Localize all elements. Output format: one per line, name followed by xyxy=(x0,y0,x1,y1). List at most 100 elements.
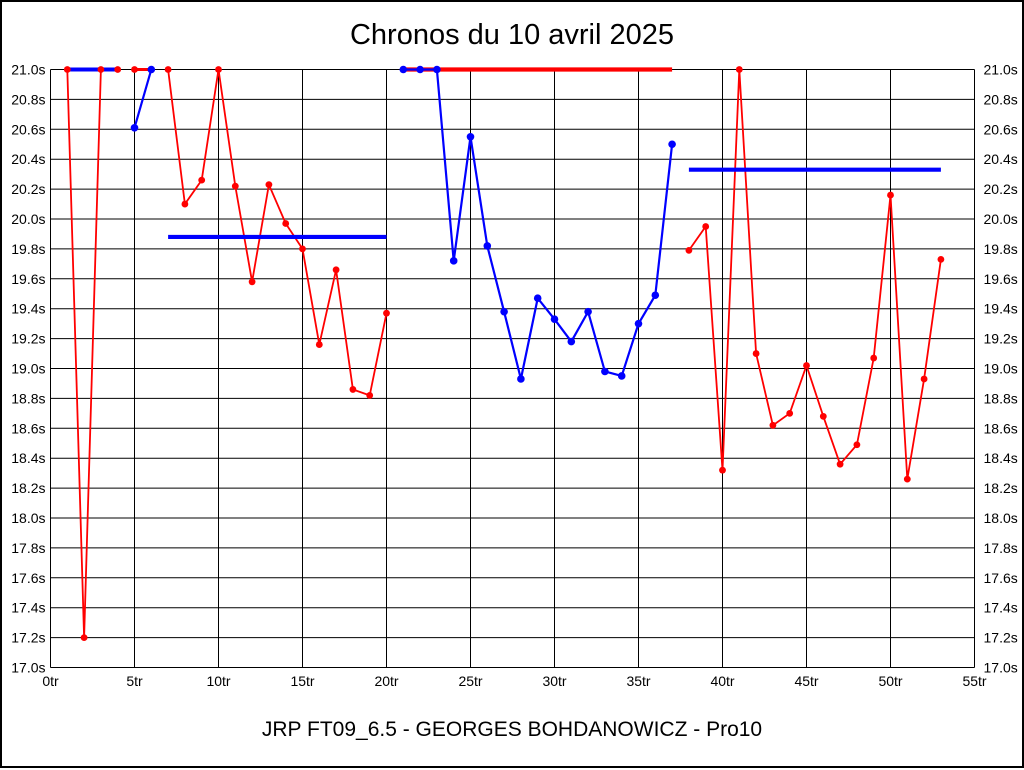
tick-label: 10tr xyxy=(206,673,230,689)
blue-laps-marker xyxy=(449,257,458,265)
tick-label: 20.8s xyxy=(984,91,1018,107)
red-laps-marker xyxy=(803,362,810,369)
red-laps-marker xyxy=(383,309,390,317)
tick-label: 20.8s xyxy=(11,91,45,107)
tick-label: 20.6s xyxy=(984,121,1018,137)
tick-label: 19.8s xyxy=(984,241,1018,257)
red-laps-line xyxy=(66,69,102,638)
tick-label: 18.2s xyxy=(984,480,1018,496)
x-axis-labels: 0tr 5tr 10tr 15tr 20tr 25tr 30tr 35tr 40tr 45tr 50… xyxy=(42,673,987,689)
tick-label: 18.4s xyxy=(984,450,1018,466)
tick-label: 50tr xyxy=(878,673,902,689)
red-laps-segment-0 xyxy=(63,66,105,641)
tick-label: 19.6s xyxy=(984,271,1018,287)
blue-laps-marker xyxy=(634,319,643,328)
red-laps-marker xyxy=(366,392,374,399)
red-laps-marker xyxy=(215,66,222,73)
red-laps-marker xyxy=(315,341,323,348)
y-axis-labels-right: 21.0s 20.8s 20.6s 20.4s 20.2s 20.0s 19.8s 19.6s… xyxy=(984,62,1018,676)
tick-label: 17.6s xyxy=(984,570,1018,586)
tick-label: 20tr xyxy=(374,673,398,689)
red-laps-marker xyxy=(349,386,357,393)
blue-laps-marker xyxy=(601,367,609,376)
red-laps-segment-4 xyxy=(685,66,945,483)
tick-label: 25tr xyxy=(458,673,482,689)
tick-label: 20.0s xyxy=(984,211,1018,227)
red-laps-line xyxy=(688,69,942,480)
red-laps-marker xyxy=(752,350,760,357)
tick-label: 35tr xyxy=(626,673,650,689)
tick-label: 19.2s xyxy=(11,331,45,347)
red-laps-marker xyxy=(63,66,71,73)
tick-label: 17.2s xyxy=(11,630,45,646)
tick-label: 15tr xyxy=(290,673,314,689)
tick-label: 19.4s xyxy=(11,301,45,317)
blue-laps-segment-2 xyxy=(399,65,676,383)
chart-caption: JRP FT09_6.5 - GEORGES BOHDANOWICZ - Pro… xyxy=(261,718,763,741)
tick-label: 20.2s xyxy=(11,181,45,197)
tick-label: 19.8s xyxy=(11,241,45,257)
blue-laps-line xyxy=(133,69,153,129)
tick-label: 18.8s xyxy=(11,390,45,406)
red-laps-marker xyxy=(198,176,206,184)
red-laps-marker xyxy=(735,66,743,73)
red-laps-marker xyxy=(685,246,693,254)
tick-label: 20.2s xyxy=(984,181,1018,197)
red-laps-segment-3 xyxy=(164,66,390,399)
y-axis-labels-left: 21.0s 20.8s 20.6s 20.4s 20.2s 20.0s 19.8s 19.6s… xyxy=(11,62,45,676)
red-laps-marker xyxy=(332,266,340,274)
tick-label: 18.0s xyxy=(984,510,1018,526)
red-laps-marker xyxy=(702,223,710,230)
blue-laps-marker xyxy=(416,65,424,74)
blue-laps-marker xyxy=(617,372,626,380)
blue-laps-segment-1 xyxy=(130,65,156,132)
red-laps-marker xyxy=(181,200,189,208)
tick-label: 20.4s xyxy=(984,151,1018,167)
tick-label: 17.2s xyxy=(984,630,1018,646)
tick-label: 18.6s xyxy=(984,420,1018,436)
blue-laps-marker xyxy=(584,307,592,316)
tick-label: 20.0s xyxy=(11,211,45,227)
tick-label: 17.6s xyxy=(11,570,45,586)
tick-label: 0tr xyxy=(42,673,59,689)
red-laps-marker xyxy=(80,634,88,641)
tick-label: 17.0s xyxy=(984,660,1018,676)
tick-label: 19.6s xyxy=(11,271,45,287)
tick-label: 20.4s xyxy=(11,151,45,167)
tick-label: 19.4s xyxy=(984,301,1018,317)
tick-label: 45tr xyxy=(794,673,818,689)
blue-laps-marker xyxy=(533,294,542,303)
tick-label: 18.4s xyxy=(11,450,45,466)
tick-label: 18.6s xyxy=(11,420,45,436)
tick-label: 18.8s xyxy=(984,390,1018,406)
red-laps-marker xyxy=(769,421,777,429)
blue-laps-marker xyxy=(466,132,475,141)
tick-label: 17.0s xyxy=(11,660,45,676)
tick-label: 18.2s xyxy=(11,480,45,496)
red-laps-marker xyxy=(819,412,827,420)
blue-laps-marker xyxy=(517,375,525,383)
red-laps-marker xyxy=(248,278,256,286)
tick-label: 19.2s xyxy=(984,331,1018,347)
tick-label: 30tr xyxy=(542,673,566,689)
red-laps-marker xyxy=(299,245,306,253)
red-laps-marker xyxy=(870,354,878,362)
red-laps-marker xyxy=(853,441,861,449)
red-laps-marker xyxy=(836,460,844,468)
red-laps-marker xyxy=(164,66,172,73)
tick-label: 17.8s xyxy=(984,540,1018,556)
blue-laps-line xyxy=(403,68,674,380)
red-laps-marker xyxy=(786,409,794,417)
red-laps-marker xyxy=(920,375,928,383)
blue-laps-marker xyxy=(651,291,660,300)
tick-label: 55tr xyxy=(962,673,986,689)
grid xyxy=(50,69,975,668)
red-laps-marker xyxy=(131,66,138,73)
blue-laps-marker xyxy=(668,140,676,149)
red-laps-segment-1 xyxy=(114,66,122,73)
red-laps-marker xyxy=(114,66,122,73)
blue-laps-marker xyxy=(433,65,441,74)
red-laps-marker xyxy=(231,182,239,190)
tick-label: 21.0s xyxy=(984,62,1018,78)
tick-label: 19.0s xyxy=(11,361,45,377)
